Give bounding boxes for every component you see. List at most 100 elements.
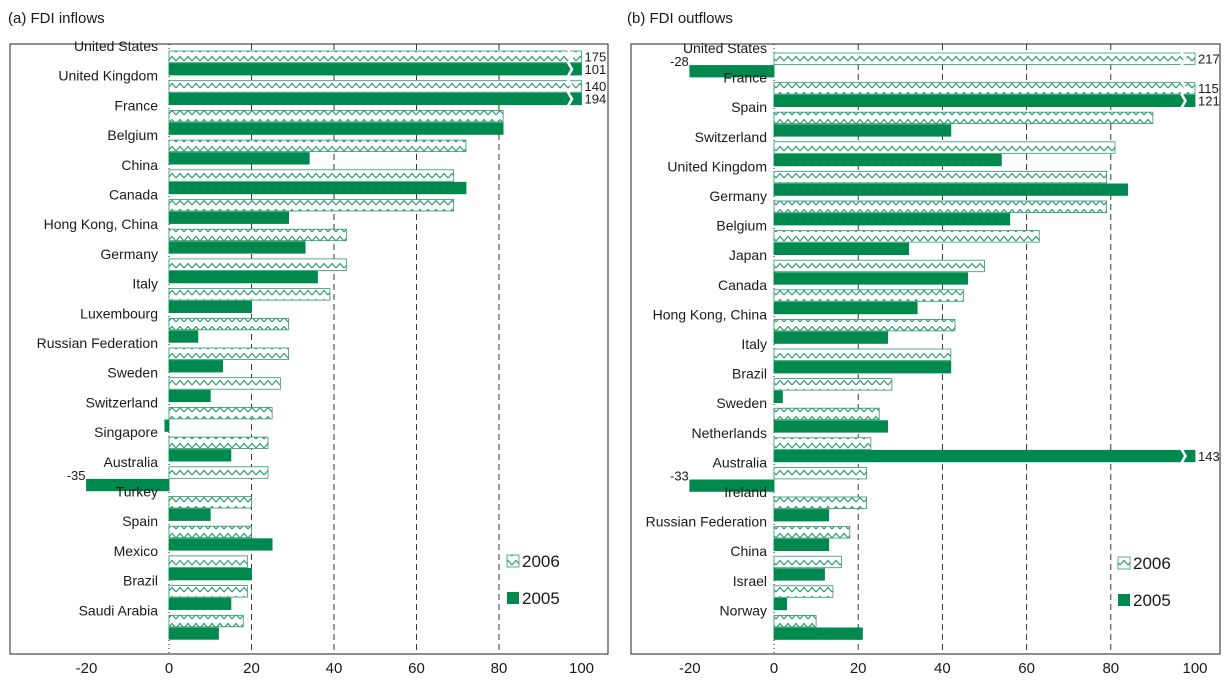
chart-a-category-label: Germany — [100, 246, 158, 262]
chart-b-bar-2006 — [773, 289, 964, 302]
chart-b-legend-label-2005: 2005 — [1133, 591, 1171, 610]
chart-b-bar-2005 — [773, 153, 1002, 167]
chart-a-bar-2006 — [168, 496, 252, 509]
chart-b-bar-2005 — [773, 449, 1196, 463]
chart-b-bar-2005 — [773, 597, 788, 611]
chart-a-data-label: 101 — [585, 62, 607, 77]
chart-b-category-label: Russian Federation — [646, 514, 767, 530]
chart-b-bar-2006 — [773, 437, 872, 450]
chart-b-category-label: Norway — [720, 602, 767, 618]
chart-a-bar-2006 — [168, 169, 455, 182]
chart-a-plot: -20 0 20 40 60 80 100 United States United Kingd… — [9, 38, 609, 677]
chart-b-data-label: 115 — [1198, 81, 1219, 96]
chart-b-legend-swatch-2006 — [1117, 556, 1131, 570]
chart-a-bar-2005 — [168, 211, 290, 224]
chart-b-axis-break-marker — [1180, 449, 1187, 463]
chart-a-bar-2006 — [168, 436, 269, 450]
chart-a-bar-2006 — [168, 50, 582, 63]
chart-a-bar-2005 — [168, 508, 211, 521]
chart-a-bar-2005 — [168, 241, 306, 254]
chart-a-category-label: Australia — [104, 454, 159, 470]
chart-b-category-label: Italy — [741, 336, 767, 352]
chart-b-x-tick-label: 20 — [850, 660, 867, 677]
chart-b-bar-2006 — [773, 466, 868, 480]
chart-b-bar-2005 — [773, 213, 1011, 226]
chart-a-frame — [9, 43, 609, 655]
chart-b-data-label: 121 — [1198, 94, 1220, 109]
chart-a-bar-2005 — [164, 419, 170, 432]
chart-b-category-label: France — [723, 70, 767, 86]
chart-a-bar-2006 — [168, 466, 269, 479]
chart-a-category-label: Switzerland — [86, 394, 158, 410]
chart-a-legend-label-2006: 2006 — [522, 552, 560, 571]
chart-a-bar-2005 — [168, 389, 211, 403]
chart-b-bar-2006 — [773, 348, 952, 361]
chart-b-bar-2005 — [773, 242, 910, 256]
chart-b-category-label: Sweden — [716, 395, 767, 411]
chart-a-category-label: United States — [74, 38, 158, 54]
chart-b-bar-2005 — [773, 331, 889, 344]
chart-a-bar-2005 — [168, 568, 252, 581]
chart-b-category-label: United Kingdom — [667, 158, 767, 174]
chart-b-x-tick-label: 80 — [1102, 660, 1119, 677]
chart-a-title: (a) FDI inflows — [8, 10, 105, 27]
chart-a-bar-2006 — [168, 377, 281, 390]
chart-b-bar-2006 — [773, 52, 1196, 65]
chart-b-bar-2006 — [773, 378, 893, 391]
chart-b-x-tick-label: 60 — [1018, 660, 1035, 677]
chart-b-bar-2005 — [773, 420, 889, 433]
chart-b-category-label: Australia — [713, 454, 768, 470]
chart-b-bar-2005 — [773, 301, 918, 315]
chart-b-bar-2005 — [773, 272, 969, 285]
chart-a-x-tick-label: 0 — [165, 660, 173, 677]
chart-a-axis-break-marker — [566, 92, 574, 106]
chart-a-bar-2006 — [168, 406, 273, 420]
chart-b-legend-swatch-2005 — [1118, 594, 1130, 606]
chart-b-category-label: Switzerland — [695, 129, 767, 145]
chart-a-category-label: Hong Kong, China — [44, 216, 159, 232]
chart-b-category-label: Israel — [733, 573, 767, 589]
chart-a-category-label: China — [121, 157, 158, 173]
chart-a-bar-2006 — [168, 585, 248, 598]
chart-b-category-label: China — [730, 543, 767, 559]
chart-b-data-label: 143 — [1198, 449, 1220, 464]
chart-a-bar-2006 — [168, 199, 455, 212]
chart-b-bar-2006 — [773, 170, 1107, 184]
chart-b-legend: 2006 2005 — [1117, 554, 1171, 610]
chart-b-bar-2006 — [773, 585, 834, 598]
chart-b-category-label: Canada — [718, 277, 767, 293]
chart-b-bar-2005 — [773, 509, 830, 522]
chart-a-data-label: 140 — [585, 79, 607, 94]
chart-b-x-tick-label: 100 — [1182, 660, 1207, 677]
chart-b-data-label: -28 — [670, 54, 689, 69]
chart-a-category-label: Luxembourg — [80, 305, 158, 321]
chart-a-x-tick-label: 60 — [408, 660, 425, 677]
chart-a-bar-2005 — [168, 627, 219, 640]
chart-a-category-label: Canada — [109, 187, 158, 203]
chart-b-bar-2006 — [773, 615, 817, 628]
chart-a-x-tick-label: 80 — [491, 660, 508, 677]
chart-a-category-label: Turkey — [116, 484, 158, 500]
chart-a-category-label: Singapore — [94, 424, 158, 440]
chart-b-title: (b) FDI outflows — [627, 10, 733, 27]
chart-a-category-label: France — [114, 97, 158, 113]
chart-b-bar-2006 — [773, 230, 1040, 243]
chart-b-bar-2005 — [773, 124, 952, 137]
chart-a-legend-swatch-2005 — [507, 592, 519, 604]
chart-a-bar-2005 — [168, 597, 232, 610]
chart-a-data-label: 175 — [585, 50, 607, 65]
chart-b-x-tick-label: 0 — [770, 660, 778, 677]
chart-b-plot: -20 0 20 40 60 80 100 United States France Spain S… — [630, 40, 1221, 677]
chart-b-bar-2005 — [689, 479, 775, 492]
chart-b-axis-break-marker — [1180, 81, 1187, 96]
chart-b-x-tick-label: 40 — [934, 660, 951, 677]
chart-b-frame — [630, 43, 1221, 655]
chart-a-category-label: Mexico — [114, 543, 159, 559]
chart-a-legend-label-2005: 2005 — [522, 589, 560, 608]
chart-a-bar-2005 — [168, 63, 582, 76]
chart-a-bar-2005 — [168, 92, 582, 106]
chart-a-bar-2005 — [168, 152, 310, 165]
chart-b-category-label: Brazil — [732, 366, 767, 382]
chart-b-data-label: 217 — [1198, 52, 1220, 67]
